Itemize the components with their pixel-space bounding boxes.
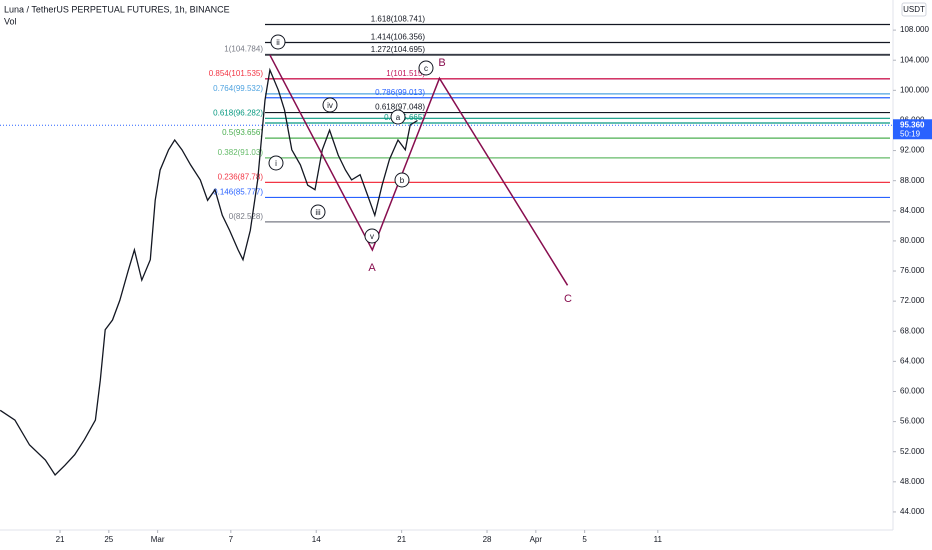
wave-label: B xyxy=(438,57,445,69)
x-tick-label: 21 xyxy=(56,535,65,544)
x-tick-label: 14 xyxy=(312,535,321,544)
x-tick-label: 25 xyxy=(104,535,113,544)
fib-label: 0.146(85.777) xyxy=(213,188,263,197)
y-tick-label: 64.000 xyxy=(900,356,925,365)
wave-label: iii xyxy=(315,208,321,217)
fib-label: 0.618(96.282) xyxy=(213,108,263,117)
fib-label: 1.618(108.741) xyxy=(371,15,426,24)
wave-label: b xyxy=(400,176,405,185)
x-tick-label: Mar xyxy=(151,535,165,544)
chart-title: Luna / TetherUS PERPETUAL FUTURES, 1h, B… xyxy=(4,4,230,14)
y-tick-label: 48.000 xyxy=(900,477,925,486)
wave-circle xyxy=(418,60,434,76)
wave-circle xyxy=(364,228,380,244)
x-tick-label: 28 xyxy=(483,535,492,544)
fib-label: 1(104.784) xyxy=(224,44,263,53)
y-tick-label: 44.000 xyxy=(900,507,925,516)
x-tick-label: 21 xyxy=(397,535,406,544)
price-tag-label: 95.360 xyxy=(900,120,925,129)
wave-label: A xyxy=(368,262,376,274)
fib-label: 0.764(99.532) xyxy=(213,84,263,93)
wave-label: v xyxy=(370,232,374,241)
countdown: 50:19 xyxy=(900,129,921,138)
wave-circle xyxy=(310,204,326,220)
y-tick-label: 52.000 xyxy=(900,447,925,456)
y-tick-label: 80.000 xyxy=(900,236,925,245)
y-tick-label: 56.000 xyxy=(900,417,925,426)
fib-label: 0.854(101.535) xyxy=(209,69,264,78)
wave-label: C xyxy=(564,293,572,305)
wave-label: i xyxy=(275,159,277,168)
currency[interactable]: USDT xyxy=(903,5,925,14)
price-line xyxy=(0,67,418,477)
price-tag xyxy=(893,119,932,140)
fib-label: 0.382(91.03) xyxy=(218,148,264,157)
fib-label: 1(101.515) xyxy=(386,69,425,78)
y-tick-label: 92.000 xyxy=(900,146,925,155)
y-tick-label: 60.000 xyxy=(900,387,925,396)
wave-circle xyxy=(268,155,284,171)
y-tick-label: 88.000 xyxy=(900,176,925,185)
wave-circle xyxy=(394,172,410,188)
y-tick-label: 108.000 xyxy=(900,25,929,34)
y-tick-label: 72.000 xyxy=(900,296,925,305)
wave-label: c xyxy=(424,64,428,73)
x-tick-label: Apr xyxy=(530,535,543,544)
currency-box[interactable] xyxy=(901,2,927,17)
y-tick-label: 76.000 xyxy=(900,266,925,275)
wave-label: a xyxy=(396,113,401,122)
wave-circle xyxy=(390,109,406,125)
y-tick-label: 68.000 xyxy=(900,326,925,335)
wave-circle xyxy=(270,34,286,50)
wave-label: iv xyxy=(327,101,333,110)
fib-label: 0.786(99.013) xyxy=(375,88,425,97)
fib-label: 0.618(97.048) xyxy=(375,103,425,112)
x-tick-label: 11 xyxy=(654,535,663,544)
fib-label: 1.414(106.356) xyxy=(371,33,426,42)
wave-projection xyxy=(269,54,569,286)
x-tick-label: 7 xyxy=(229,535,234,544)
y-tick-label: 84.000 xyxy=(900,206,925,215)
fib-label: 1.272(104.695) xyxy=(371,45,426,54)
fib-label: 0.236(87.78) xyxy=(218,172,264,181)
y-tick-label: 104.000 xyxy=(900,55,929,64)
fib-label: 0.5(93.656) xyxy=(222,128,263,137)
wave-label: ii xyxy=(276,38,280,47)
volume-label: Vol xyxy=(4,16,17,26)
y-tick-label: 100.000 xyxy=(900,85,929,94)
x-tick-label: 5 xyxy=(582,535,587,544)
wave-circle xyxy=(322,97,338,113)
fib-label: 0(82.528) xyxy=(229,212,264,221)
